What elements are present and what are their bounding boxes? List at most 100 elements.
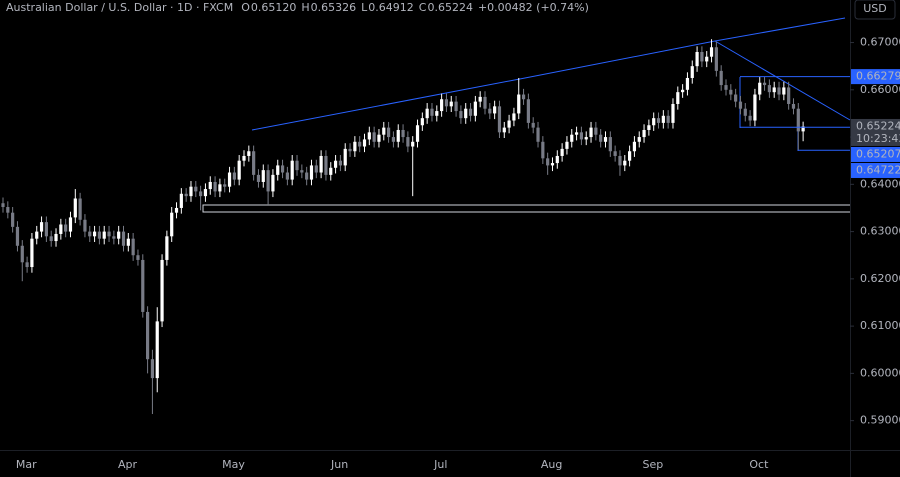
candle-body — [478, 96, 482, 102]
candle-body — [49, 236, 53, 242]
candle-body — [613, 151, 617, 156]
candle-body — [791, 103, 796, 109]
candle-body — [194, 186, 198, 192]
candle-body — [603, 137, 608, 142]
candle-body — [121, 231, 126, 246]
candle-body — [493, 106, 497, 114]
candle-body — [372, 132, 376, 142]
candle-body — [507, 120, 511, 128]
candle-body — [488, 108, 492, 114]
candle-body — [44, 222, 48, 237]
candle-body — [440, 99, 444, 112]
candle-body — [628, 151, 632, 161]
candle-body — [473, 101, 477, 116]
candle-body — [391, 137, 396, 142]
candle-body — [314, 165, 318, 173]
candle-body — [150, 359, 155, 379]
candle-body — [541, 141, 545, 159]
candle-body — [656, 118, 661, 123]
candle-body — [396, 129, 400, 142]
candle-body — [232, 172, 236, 180]
candle-body — [126, 238, 130, 246]
candle-body — [719, 70, 723, 86]
candle-body — [647, 125, 651, 130]
candle-body — [449, 101, 453, 107]
candle-body — [54, 233, 58, 242]
current-price-box — [851, 118, 900, 146]
currency-button[interactable]: USD — [854, 0, 896, 20]
candle-body — [521, 94, 526, 100]
candle-body — [685, 77, 690, 90]
candle-body — [276, 165, 280, 175]
candle-body — [213, 181, 217, 192]
candle-body — [796, 108, 800, 132]
ohlc-key: O — [241, 1, 250, 14]
candle-body — [444, 99, 449, 107]
candle-body — [97, 231, 101, 239]
candle-body — [88, 231, 92, 237]
candle-body — [608, 137, 612, 152]
candle-body — [546, 158, 550, 166]
legend-header: Australian Dollar / U.S. Dollar · 1D · F… — [6, 1, 589, 14]
candle-body — [570, 134, 574, 142]
candle-body — [762, 82, 767, 86]
candle-body — [729, 89, 733, 95]
candle-body — [199, 191, 203, 197]
candle-body — [237, 160, 241, 180]
price-line-label: 0.65207 — [856, 147, 900, 160]
price-line-box — [851, 69, 900, 85]
candle-body — [517, 94, 521, 114]
candle-body — [227, 172, 232, 187]
currency-box[interactable] — [854, 0, 896, 20]
candle-body — [155, 321, 159, 379]
x-tick-label: Aug — [541, 458, 562, 471]
candle-body — [676, 92, 680, 104]
ohlc-key: L — [361, 1, 368, 14]
price-line-box — [851, 162, 900, 178]
candle-body — [565, 141, 569, 149]
candle-body — [377, 134, 381, 142]
candle-body — [632, 141, 637, 152]
x-tick-label: Apr — [118, 458, 138, 471]
x-tick-label: Jul — [433, 458, 447, 471]
candle-body — [203, 189, 208, 197]
candle-body — [146, 311, 150, 360]
price-line-box — [851, 146, 900, 162]
candle-body — [1, 203, 5, 208]
candle-body — [11, 212, 15, 227]
currency-label[interactable]: USD — [863, 2, 887, 15]
candle-body — [305, 172, 309, 180]
candle-body — [425, 108, 429, 119]
candle-body — [329, 167, 333, 175]
current-price-label: 0.65224 — [856, 119, 900, 132]
candle-body — [512, 113, 516, 121]
candle-body — [141, 259, 145, 312]
candle-body — [83, 219, 87, 232]
price-line-label: 0.66279 — [856, 70, 900, 83]
candle-body — [160, 259, 164, 322]
candle-body — [454, 101, 458, 112]
candle-body — [20, 245, 24, 263]
candle-body — [367, 132, 371, 140]
candle-body — [714, 47, 718, 71]
candle-body — [637, 137, 641, 142]
candle-body — [271, 174, 275, 192]
candle-body — [435, 111, 439, 116]
candle-body — [252, 151, 256, 175]
candle-body — [15, 226, 20, 246]
symbol-title: Australian Dollar / U.S. Dollar · 1D · F… — [6, 1, 233, 14]
ohlc-value: 0.65120 — [251, 1, 297, 14]
countdown-label: 10:23:43 — [856, 132, 900, 145]
candle-body — [102, 231, 106, 239]
candle-body — [362, 139, 367, 147]
candle-body — [502, 127, 506, 133]
x-tick-label: Mar — [16, 458, 37, 471]
candle-body — [526, 99, 530, 123]
trend-line — [251, 17, 846, 131]
candle-body — [589, 127, 593, 138]
